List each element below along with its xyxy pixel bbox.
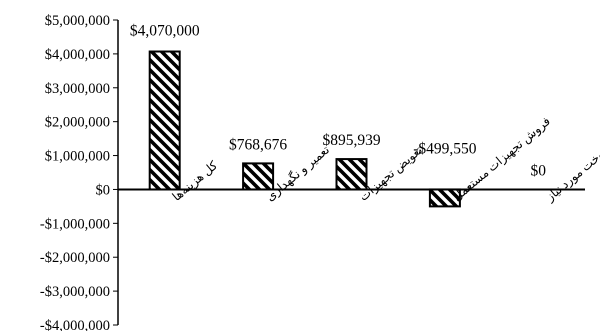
bar (335, 158, 368, 191)
y-tick-label: $5,000,000 (45, 13, 110, 29)
y-axis-ticks: $5,000,000 $4,000,000 $3,000,000 $2,000,000… (40, 13, 118, 331)
y-tick-label: $3,000,000 (45, 81, 110, 97)
category-label: سوخت مورد نیاز (542, 141, 600, 205)
data-label: $768,676 (229, 136, 287, 153)
y-tick-label: -$4,000,000 (40, 318, 110, 331)
bars (148, 50, 461, 208)
data-label: $0 (531, 162, 547, 179)
bar (148, 50, 181, 191)
y-tick-label: $1,000,000 (45, 149, 110, 165)
category-labels: کل هزینه‌ها تعمیر و نگهداری تعویض تجهیزات ف… (170, 114, 600, 204)
bar (242, 162, 275, 191)
data-label: $895,939 (322, 132, 380, 149)
data-label: -$499,550 (413, 140, 477, 157)
y-tick-label: $2,000,000 (45, 115, 110, 131)
data-labels: $4,070,000 $768,676 $895,939 -$499,550 $0 (130, 23, 546, 180)
y-tick-label: $4,000,000 (45, 47, 110, 63)
y-tick-label: -$3,000,000 (40, 284, 110, 300)
data-label: $4,070,000 (130, 23, 200, 40)
y-tick-label: -$2,000,000 (40, 250, 110, 266)
y-tick-label: -$1,000,000 (40, 216, 110, 232)
y-tick-label: $0 (96, 182, 111, 198)
